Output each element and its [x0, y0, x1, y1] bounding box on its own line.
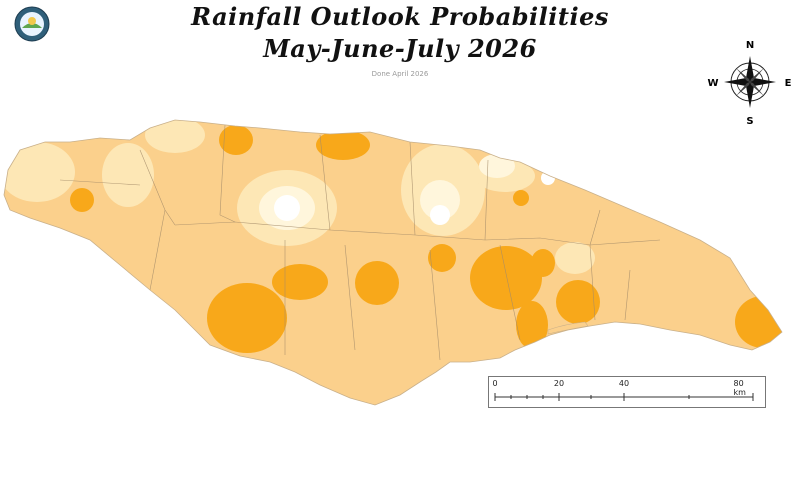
high-probability-zones	[70, 125, 782, 353]
jamaica-rainfall-map	[3, 119, 783, 406]
scale-tick-40: 40	[618, 379, 630, 388]
compass-north-label: N	[746, 40, 754, 51]
met-service-logo	[14, 6, 50, 42]
scale-tick-80: 80 km	[733, 379, 746, 397]
light-probability-zones	[4, 120, 595, 274]
map-title: Rainfall Outlook Probabilities	[191, 2, 609, 31]
map-period: May-June-July 2026	[263, 34, 537, 63]
island-outline	[3, 119, 783, 406]
scale-tick-0: 0	[492, 379, 498, 388]
parish-boundaries	[59, 124, 661, 361]
map-issue-date: Done April 2026	[371, 70, 429, 78]
compass-south-label: S	[746, 116, 753, 127]
scale-bar: 0 20 40 80 km	[488, 376, 766, 408]
scale-bar-graphic	[494, 393, 754, 401]
compass-east-label: E	[785, 78, 792, 89]
compass-west-label: W	[707, 78, 718, 89]
palisadoes-spit	[547, 321, 589, 335]
scale-tick-20: 20	[553, 379, 565, 388]
north-arrow-compass-icon: N S E W	[707, 40, 792, 127]
white-cores	[274, 171, 555, 225]
